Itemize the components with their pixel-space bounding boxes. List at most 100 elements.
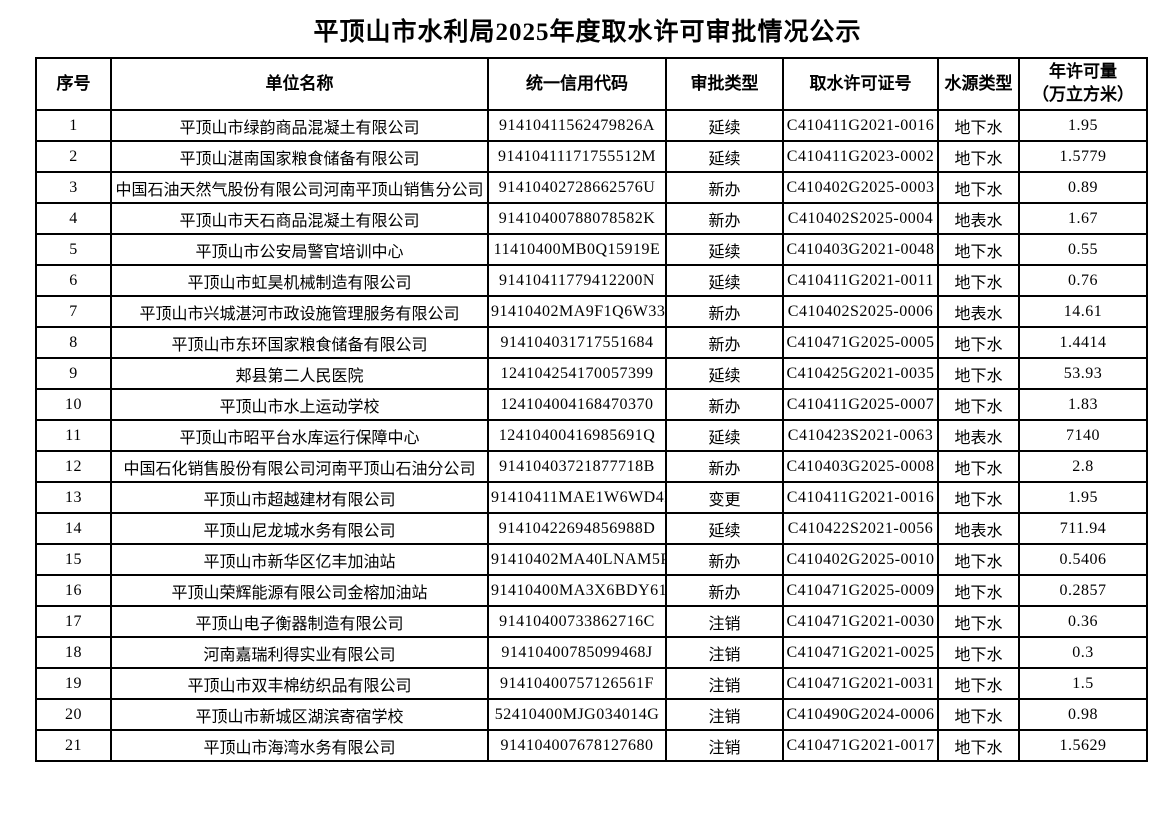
cell-approval-type: 注销 <box>665 698 784 731</box>
cell-amount: 0.89 <box>1018 171 1148 204</box>
cell-amount: 14.61 <box>1018 295 1148 328</box>
cell-source-type: 地下水 <box>937 388 1020 421</box>
cell-credit-code: 91410411562479826A <box>487 109 667 142</box>
cell-approval-type: 新办 <box>665 171 784 204</box>
cell-approval-type: 延续 <box>665 140 784 173</box>
cell-unit-name: 平顶山市海湾水务有限公司 <box>110 729 489 762</box>
cell-amount: 0.2857 <box>1018 574 1148 607</box>
cell-unit-name: 平顶山市新城区湖滨寄宿学校 <box>110 698 489 731</box>
cell-approval-type: 延续 <box>665 357 784 390</box>
cell-amount: 1.83 <box>1018 388 1148 421</box>
cell-approval-type: 新办 <box>665 450 784 483</box>
table-row: 2 平顶山湛南国家粮食储备有限公司 91410411171755512M 延续 … <box>35 140 1148 173</box>
cell-approval-type: 注销 <box>665 605 784 638</box>
cell-seq: 5 <box>35 233 112 266</box>
cell-permit-no: C410471G2021-0017 <box>782 729 939 762</box>
cell-amount: 1.5629 <box>1018 729 1148 762</box>
cell-unit-name: 中国石化销售股份有限公司河南平顶山石油分公司 <box>110 450 489 483</box>
cell-seq: 10 <box>35 388 112 421</box>
column-header-credit-code: 统一信用代码 <box>487 57 667 111</box>
cell-seq: 19 <box>35 667 112 700</box>
cell-seq: 4 <box>35 202 112 235</box>
cell-source-type: 地表水 <box>937 295 1020 328</box>
cell-credit-code: 124104254170057399 <box>487 357 667 390</box>
cell-amount: 1.4414 <box>1018 326 1148 359</box>
cell-credit-code: 91410402MA40LNAM5P <box>487 543 667 576</box>
cell-source-type: 地下水 <box>937 729 1020 762</box>
cell-seq: 17 <box>35 605 112 638</box>
column-header-unit-name: 单位名称 <box>110 57 489 111</box>
cell-permit-no: C410402S2025-0006 <box>782 295 939 328</box>
cell-seq: 13 <box>35 481 112 514</box>
cell-approval-type: 新办 <box>665 574 784 607</box>
cell-unit-name: 平顶山电子衡器制造有限公司 <box>110 605 489 638</box>
table-row: 19 平顶山市双丰棉纺织品有限公司 91410400757126561F 注销 … <box>35 667 1148 700</box>
cell-unit-name: 平顶山市超越建材有限公司 <box>110 481 489 514</box>
table-row: 5 平顶山市公安局警官培训中心 11410400MB0Q15919E 延续 C4… <box>35 233 1148 266</box>
cell-approval-type: 延续 <box>665 109 784 142</box>
cell-unit-name: 中国石油天然气股份有限公司河南平顶山销售分公司 <box>110 171 489 204</box>
page-title: 平顶山市水利局2025年度取水许可审批情况公示 <box>313 19 862 46</box>
column-header-annual-amount: 年许可量 （万立方米） <box>1018 57 1148 111</box>
cell-permit-no: C410471G2021-0031 <box>782 667 939 700</box>
table-row: 17 平顶山电子衡器制造有限公司 91410400733862716C 注销 C… <box>35 605 1148 638</box>
cell-permit-no: C410402G2025-0010 <box>782 543 939 576</box>
cell-unit-name: 平顶山市新华区亿丰加油站 <box>110 543 489 576</box>
cell-source-type: 地下水 <box>937 543 1020 576</box>
cell-approval-type: 延续 <box>665 264 784 297</box>
cell-amount: 1.5779 <box>1018 140 1148 173</box>
table-row: 14 平顶山尼龙城水务有限公司 91410422694856988D 延续 C4… <box>35 512 1148 545</box>
cell-approval-type: 新办 <box>665 543 784 576</box>
cell-unit-name: 平顶山市公安局警官培训中心 <box>110 233 489 266</box>
cell-seq: 14 <box>35 512 112 545</box>
cell-credit-code: 52410400MJG034014G <box>487 698 667 731</box>
cell-source-type: 地下水 <box>937 450 1020 483</box>
cell-unit-name: 河南嘉瑞利得实业有限公司 <box>110 636 489 669</box>
cell-credit-code: 91410403721877718B <box>487 450 667 483</box>
cell-source-type: 地表水 <box>937 512 1020 545</box>
cell-credit-code: 91410422694856988D <box>487 512 667 545</box>
cell-credit-code: 914104007678127680 <box>487 729 667 762</box>
table-header: 序号 单位名称 统一信用代码 审批类型 取水许可证号 水源类型 年许可量 （万立… <box>35 57 1148 111</box>
cell-approval-type: 注销 <box>665 729 784 762</box>
table-row: 20 平顶山市新城区湖滨寄宿学校 52410400MJG034014G 注销 C… <box>35 698 1148 731</box>
cell-credit-code: 124104004168470370 <box>487 388 667 421</box>
cell-amount: 1.67 <box>1018 202 1148 235</box>
cell-permit-no: C410411G2023-0002 <box>782 140 939 173</box>
cell-unit-name: 平顶山湛南国家粮食储备有限公司 <box>110 140 489 173</box>
cell-source-type: 地下水 <box>937 481 1020 514</box>
cell-approval-type: 新办 <box>665 295 784 328</box>
cell-amount: 0.76 <box>1018 264 1148 297</box>
cell-credit-code: 91410402MA9F1Q6W33 <box>487 295 667 328</box>
cell-source-type: 地下水 <box>937 109 1020 142</box>
cell-credit-code: 12410400416985691Q <box>487 419 667 452</box>
cell-permit-no: C410403G2025-0008 <box>782 450 939 483</box>
cell-seq: 1 <box>35 109 112 142</box>
cell-permit-no: C410425G2021-0035 <box>782 357 939 390</box>
cell-credit-code: 91410402728662576U <box>487 171 667 204</box>
cell-source-type: 地下水 <box>937 574 1020 607</box>
cell-credit-code: 914104031717551684 <box>487 326 667 359</box>
cell-credit-code: 91410400733862716C <box>487 605 667 638</box>
cell-amount: 7140 <box>1018 419 1148 452</box>
table-row: 16 平顶山荣辉能源有限公司金榕加油站 91410400MA3X6BDY61 新… <box>35 574 1148 607</box>
cell-permit-no: C410471G2021-0030 <box>782 605 939 638</box>
cell-source-type: 地下水 <box>937 357 1020 390</box>
table-row: 21 平顶山市海湾水务有限公司 914104007678127680 注销 C4… <box>35 729 1148 762</box>
cell-amount: 0.5406 <box>1018 543 1148 576</box>
cell-credit-code: 91410411779412200N <box>487 264 667 297</box>
cell-source-type: 地下水 <box>937 698 1020 731</box>
cell-seq: 20 <box>35 698 112 731</box>
cell-approval-type: 新办 <box>665 326 784 359</box>
table-row: 15 平顶山市新华区亿丰加油站 91410402MA40LNAM5P 新办 C4… <box>35 543 1148 576</box>
table-row: 6 平顶山市虹昊机械制造有限公司 91410411779412200N 延续 C… <box>35 264 1148 297</box>
cell-credit-code: 91410400MA3X6BDY61 <box>487 574 667 607</box>
cell-source-type: 地下水 <box>937 140 1020 173</box>
cell-approval-type: 注销 <box>665 667 784 700</box>
cell-seq: 7 <box>35 295 112 328</box>
cell-permit-no: C410411G2021-0016 <box>782 481 939 514</box>
table-body: 1 平顶山市绿韵商品混凝土有限公司 91410411562479826A 延续 … <box>35 109 1148 762</box>
cell-source-type: 地下水 <box>937 326 1020 359</box>
cell-seq: 15 <box>35 543 112 576</box>
cell-permit-no: C410411G2021-0011 <box>782 264 939 297</box>
